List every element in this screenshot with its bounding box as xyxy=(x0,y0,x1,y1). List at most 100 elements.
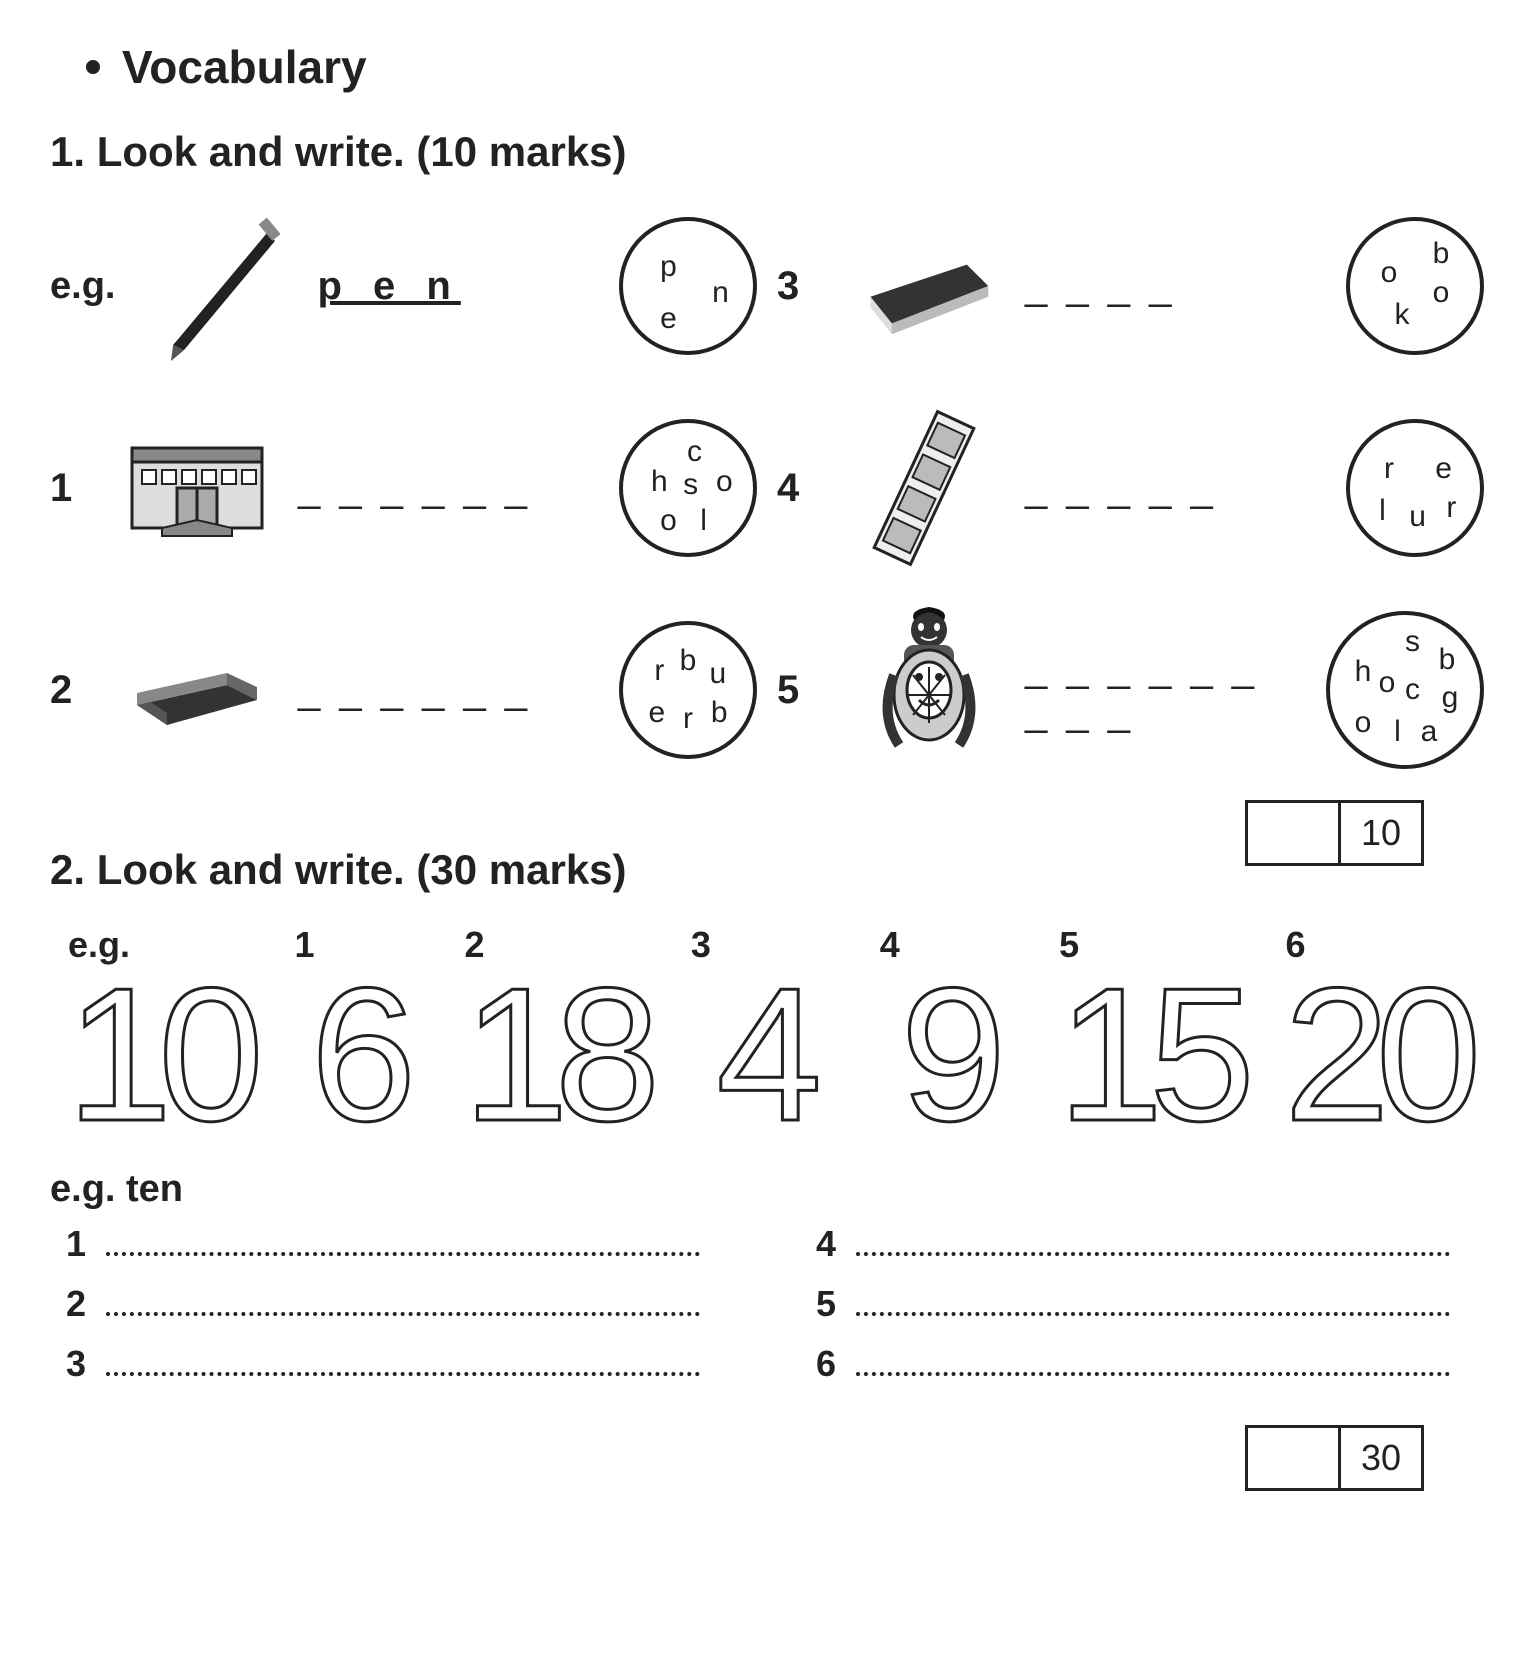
scramble-letter: e xyxy=(648,696,665,730)
num-col: 1 6 xyxy=(276,924,436,1140)
school-icon xyxy=(112,413,282,563)
scramble-letter: o xyxy=(1355,706,1372,740)
scramble-letter: r xyxy=(1446,491,1456,525)
scramble-letter: g xyxy=(1442,681,1459,715)
write-line[interactable]: 3 xyxy=(50,1343,700,1385)
write-line[interactable]: 4 xyxy=(800,1223,1450,1265)
scramble-letter: b xyxy=(1439,643,1456,677)
scramble-letter: n xyxy=(712,276,729,310)
num-col: 4 9 xyxy=(862,924,1031,1140)
scramble-letter: e xyxy=(660,302,677,336)
ruler-icon xyxy=(839,413,1009,563)
exercise2-writelines: 1 4 2 5 3 6 xyxy=(50,1223,1450,1385)
write-line[interactable]: 2 xyxy=(50,1283,700,1325)
dotted-line xyxy=(856,1371,1450,1376)
scramble-letter: h xyxy=(651,465,668,499)
example-answer: p e n xyxy=(317,264,460,309)
line-number: 4 xyxy=(800,1223,836,1265)
scramble-letter: o xyxy=(716,465,733,499)
scramble-letter: l xyxy=(700,504,707,538)
scramble-letter: r xyxy=(1384,452,1394,486)
num-col: e.g. 10 xyxy=(50,924,266,1140)
dotted-line xyxy=(856,1311,1450,1316)
exercise1-item: 3 _ _ _ _ b o o k xyxy=(777,206,1484,366)
section-title-text: Vocabulary xyxy=(122,40,367,94)
scramble-letter: a xyxy=(1421,715,1438,749)
write-line[interactable]: 1 xyxy=(50,1223,700,1265)
line-number: 5 xyxy=(800,1283,836,1325)
letter-circle: s h o b c g o l a xyxy=(1326,611,1484,769)
dotted-line xyxy=(106,1371,700,1376)
big-number: 15 xyxy=(1058,970,1241,1140)
book-icon xyxy=(839,211,1009,361)
letter-circle: r e l u r xyxy=(1346,419,1484,557)
scramble-letter: b xyxy=(680,644,697,678)
exercise1-heading: 1. Look and write. (10 marks) xyxy=(50,128,1484,176)
exercise2-number-row: e.g. 10 1 6 2 18 3 4 4 9 5 15 6 20 xyxy=(50,924,1484,1140)
num-label: 3 xyxy=(691,924,711,966)
scramble-letter: c xyxy=(687,435,702,469)
item-number: 1 xyxy=(50,466,96,511)
big-number: 4 xyxy=(716,970,808,1140)
score-blank[interactable] xyxy=(1248,1428,1341,1488)
letter-circle: r b u e r b xyxy=(619,621,757,759)
scramble-letter: s xyxy=(683,468,698,502)
big-number: 20 xyxy=(1284,970,1467,1140)
line-number: 1 xyxy=(50,1223,86,1265)
pen-icon xyxy=(131,211,301,361)
scramble-letter: k xyxy=(1395,298,1410,332)
num-col: 2 18 xyxy=(446,924,662,1140)
scramble-letter: r xyxy=(683,702,693,736)
scramble-letter: o xyxy=(660,504,677,538)
schoolbag-icon xyxy=(839,615,1009,765)
exercise1-item: 5 xyxy=(777,610,1484,770)
exercise1-grid: e.g. p e n p n e 3 xyxy=(50,206,1484,770)
score-total: 10 xyxy=(1341,803,1421,863)
dotted-line xyxy=(856,1251,1450,1256)
section-title: Vocabulary xyxy=(86,40,1484,94)
answer-blank[interactable]: _ _ _ _ xyxy=(1025,264,1175,309)
letter-circle-example: p n e xyxy=(619,217,757,355)
big-number: 9 xyxy=(901,970,993,1140)
score-row-ex2: 30 xyxy=(50,1425,1424,1491)
score-box: 10 xyxy=(1245,800,1424,866)
num-label: 4 xyxy=(880,924,900,966)
scramble-letter: b xyxy=(1433,237,1450,271)
scramble-letter: s xyxy=(1405,625,1420,659)
big-number: 10 xyxy=(67,970,250,1140)
line-number: 6 xyxy=(800,1343,836,1385)
score-blank[interactable] xyxy=(1248,803,1341,863)
scramble-letter: h xyxy=(1355,655,1372,689)
rubber-icon xyxy=(112,615,282,765)
scramble-letter: l xyxy=(1379,494,1386,528)
scramble-letter: o xyxy=(1381,256,1398,290)
exercise1-item: 4 _ _ _ _ _ r e l u r xyxy=(777,408,1484,568)
answer-blank[interactable]: _ _ _ _ _ _ xyxy=(298,668,531,713)
scramble-letter: p xyxy=(660,250,677,284)
line-number: 3 xyxy=(50,1343,86,1385)
num-col: 5 15 xyxy=(1041,924,1257,1140)
scramble-letter: b xyxy=(711,696,728,730)
answer-blank-2line[interactable]: _ _ _ _ _ _ _ _ _ xyxy=(1025,648,1258,732)
scramble-letter: u xyxy=(1409,500,1426,534)
example-label: e.g. xyxy=(50,265,115,308)
scramble-letter: o xyxy=(1433,276,1450,310)
line-number: 2 xyxy=(50,1283,86,1325)
scramble-letter: o xyxy=(1379,666,1396,700)
item-number: 2 xyxy=(50,668,96,713)
big-number: 18 xyxy=(463,970,646,1140)
write-line[interactable]: 5 xyxy=(800,1283,1450,1325)
letter-circle: b o o k xyxy=(1346,217,1484,355)
score-total: 30 xyxy=(1341,1428,1421,1488)
score-box: 30 xyxy=(1245,1425,1424,1491)
scramble-letter: e xyxy=(1435,452,1452,486)
scramble-letter: c xyxy=(1405,673,1420,707)
item-number: 3 xyxy=(777,264,823,309)
answer-blank[interactable]: _ _ _ _ _ _ xyxy=(298,466,531,511)
scramble-letter: r xyxy=(654,654,664,688)
dotted-line xyxy=(106,1311,700,1316)
item-number: 5 xyxy=(777,668,823,713)
scramble-letter: u xyxy=(710,657,727,691)
answer-blank[interactable]: _ _ _ _ _ xyxy=(1025,466,1217,511)
write-line[interactable]: 6 xyxy=(800,1343,1450,1385)
